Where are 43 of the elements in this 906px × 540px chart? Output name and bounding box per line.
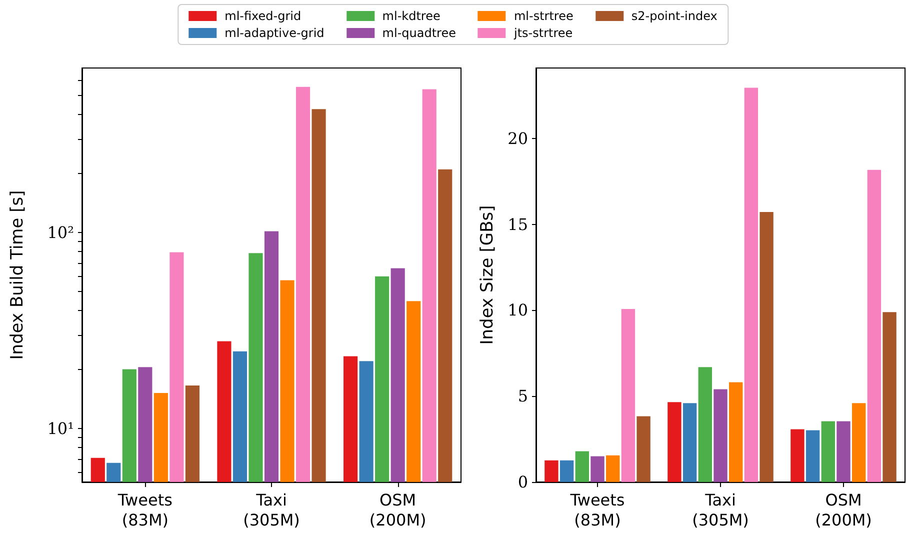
y-tick-label: 10²	[47, 223, 74, 242]
bar	[882, 312, 896, 482]
bar	[821, 421, 836, 482]
bar	[575, 451, 590, 482]
bar	[728, 382, 743, 482]
bar	[590, 456, 604, 482]
bar	[682, 403, 697, 482]
legend-label: ml-adaptive-grid	[224, 26, 324, 40]
legend-label: s2-point-index	[631, 9, 718, 23]
bar	[636, 416, 650, 482]
bar	[836, 421, 850, 482]
y-tick-label: 10¹	[47, 419, 74, 438]
y-tick-label: 15	[508, 214, 528, 234]
y-axis-title: Index Build Time [s]	[8, 190, 28, 360]
bar	[544, 460, 558, 482]
legend-label: ml-quadtree	[382, 26, 456, 40]
bar	[668, 402, 682, 482]
y-tick-label: 20	[508, 128, 528, 148]
legend-label: jts-strtree	[514, 26, 573, 40]
bar	[867, 170, 882, 482]
bar	[852, 403, 866, 482]
bar	[790, 429, 804, 482]
x-tick-label: Tweets (83M)	[569, 490, 625, 530]
bar	[621, 309, 636, 482]
y-axis-title: Index Size [GBs]	[478, 205, 498, 345]
bar	[606, 455, 620, 482]
legend-label: ml-strtree	[514, 9, 574, 23]
y-tick-label: 0	[518, 472, 528, 492]
bar	[714, 389, 728, 482]
x-tick-label: Tweets (83M)	[116, 490, 172, 530]
bar	[560, 460, 574, 482]
bar	[806, 430, 820, 482]
x-tick-label: OSM (200M)	[369, 490, 426, 530]
y-tick-label: 10	[508, 300, 528, 320]
x-tick-label: Taxi (305M)	[243, 490, 300, 530]
x-tick-label: OSM (200M)	[815, 490, 872, 530]
bar	[744, 88, 758, 482]
legend-label: ml-fixed-grid	[224, 9, 302, 23]
legend-label: ml-kdtree	[382, 9, 440, 23]
bar	[698, 367, 712, 482]
x-tick-label: Taxi (305M)	[692, 490, 749, 530]
bar	[760, 212, 774, 482]
y-tick-label: 5	[518, 386, 528, 406]
